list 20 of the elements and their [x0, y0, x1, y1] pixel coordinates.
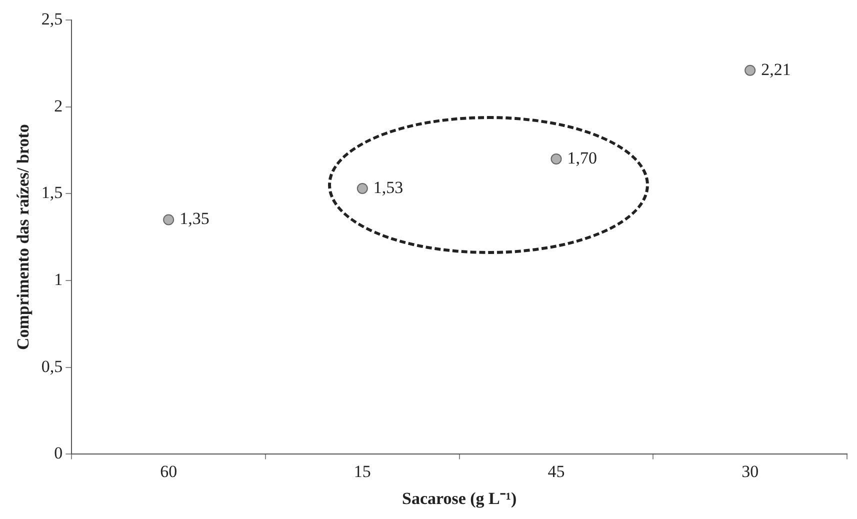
data-label: 2,21 — [761, 60, 791, 79]
y-tick-label: 2 — [54, 96, 63, 116]
x-axis-title: Sacarose (g L⁻¹) — [402, 489, 517, 508]
x-tick-label: 30 — [742, 462, 759, 481]
data-label: 1,53 — [373, 178, 404, 197]
data-label: 1,35 — [180, 209, 210, 228]
y-tick-label: 0,5 — [41, 356, 63, 376]
point — [550, 153, 562, 164]
data-label: 1,70 — [567, 148, 597, 168]
y-tick-label: 1,5 — [41, 183, 63, 202]
point — [163, 214, 174, 226]
y-axis-title: Comprimento das raízes/ broto — [14, 124, 33, 350]
y-tick-label: 1 — [54, 270, 63, 289]
x-tick-label: 60 — [160, 462, 178, 481]
point — [356, 182, 368, 194]
x-tick-label: 15 — [354, 462, 371, 481]
y-tick-label: 0 — [54, 444, 63, 463]
x-tick-label: 45 — [548, 462, 565, 481]
point — [744, 64, 756, 76]
y-tick-label: 2,5 — [41, 9, 63, 28]
